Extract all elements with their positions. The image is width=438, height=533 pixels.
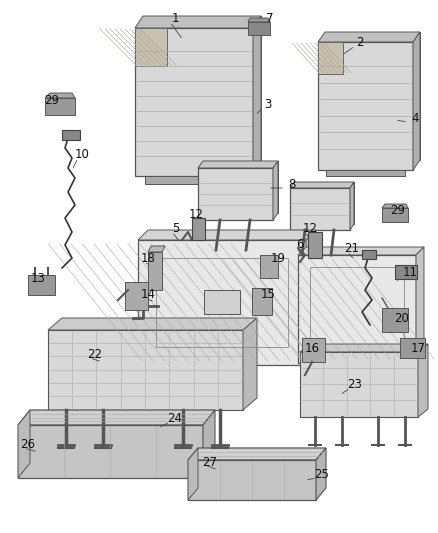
Polygon shape	[18, 410, 215, 425]
Text: 7: 7	[266, 12, 274, 25]
Polygon shape	[350, 182, 354, 230]
Polygon shape	[248, 18, 270, 22]
Text: 16: 16	[304, 342, 319, 354]
Polygon shape	[400, 338, 425, 358]
Polygon shape	[203, 161, 278, 213]
Text: 5: 5	[172, 222, 180, 235]
Polygon shape	[318, 42, 413, 170]
Polygon shape	[18, 425, 203, 478]
Text: 3: 3	[264, 99, 272, 111]
Polygon shape	[138, 230, 316, 240]
Polygon shape	[143, 16, 261, 164]
Polygon shape	[308, 232, 322, 258]
Polygon shape	[48, 318, 257, 330]
Text: 12: 12	[188, 208, 204, 222]
Polygon shape	[298, 255, 416, 363]
Text: 6: 6	[296, 238, 304, 252]
Polygon shape	[198, 168, 273, 220]
Polygon shape	[302, 338, 325, 362]
Text: 8: 8	[288, 179, 296, 191]
Text: 2: 2	[356, 36, 364, 49]
Text: 21: 21	[345, 241, 360, 254]
Text: 24: 24	[167, 411, 183, 424]
Polygon shape	[318, 42, 343, 74]
Polygon shape	[45, 93, 75, 98]
Polygon shape	[253, 16, 261, 176]
Polygon shape	[135, 16, 261, 28]
Polygon shape	[416, 247, 424, 363]
Polygon shape	[260, 255, 278, 278]
Polygon shape	[45, 98, 75, 115]
Bar	[362, 250, 376, 259]
Polygon shape	[148, 252, 162, 290]
Polygon shape	[382, 204, 408, 208]
Text: 25: 25	[314, 469, 329, 481]
Text: 27: 27	[202, 456, 218, 469]
Polygon shape	[28, 275, 55, 295]
Polygon shape	[290, 188, 350, 230]
Polygon shape	[248, 22, 270, 35]
Text: 12: 12	[303, 222, 318, 235]
Polygon shape	[145, 176, 243, 184]
Polygon shape	[138, 240, 306, 365]
Polygon shape	[18, 410, 30, 478]
Polygon shape	[418, 344, 428, 417]
Polygon shape	[413, 32, 420, 170]
Text: 19: 19	[271, 252, 286, 264]
Text: 17: 17	[410, 342, 425, 354]
Text: 29: 29	[45, 93, 60, 107]
Polygon shape	[382, 208, 408, 222]
Polygon shape	[203, 410, 215, 478]
Polygon shape	[300, 344, 428, 352]
Text: 23: 23	[348, 378, 362, 392]
Text: 10: 10	[74, 149, 89, 161]
Text: 14: 14	[141, 288, 155, 302]
Polygon shape	[192, 218, 205, 240]
Polygon shape	[48, 330, 243, 410]
Polygon shape	[290, 182, 354, 188]
Polygon shape	[306, 230, 316, 365]
Polygon shape	[300, 352, 418, 417]
Polygon shape	[243, 318, 257, 410]
Polygon shape	[273, 161, 278, 220]
Polygon shape	[188, 460, 316, 500]
Bar	[204, 290, 240, 314]
Text: 20: 20	[395, 311, 410, 325]
Polygon shape	[188, 448, 198, 500]
Polygon shape	[125, 282, 148, 310]
Bar	[62, 130, 80, 140]
Text: 1: 1	[171, 12, 179, 25]
Text: 26: 26	[21, 439, 35, 451]
Polygon shape	[188, 448, 326, 460]
Polygon shape	[148, 246, 165, 252]
Text: 13: 13	[31, 271, 46, 285]
Text: 18: 18	[141, 252, 155, 264]
Bar	[156, 258, 288, 347]
Polygon shape	[316, 448, 326, 500]
Text: 4: 4	[411, 111, 419, 125]
Bar	[310, 267, 404, 351]
Polygon shape	[294, 182, 354, 224]
Polygon shape	[318, 32, 420, 42]
Polygon shape	[325, 32, 420, 160]
Text: 15: 15	[261, 288, 276, 302]
Polygon shape	[326, 170, 405, 176]
Text: 11: 11	[403, 265, 417, 279]
Polygon shape	[252, 288, 272, 315]
Polygon shape	[382, 308, 408, 332]
Text: 29: 29	[391, 204, 406, 216]
Polygon shape	[198, 161, 278, 168]
Polygon shape	[135, 28, 253, 176]
Text: 22: 22	[88, 349, 102, 361]
Polygon shape	[298, 247, 424, 255]
Bar	[395, 265, 417, 279]
Polygon shape	[135, 28, 167, 66]
